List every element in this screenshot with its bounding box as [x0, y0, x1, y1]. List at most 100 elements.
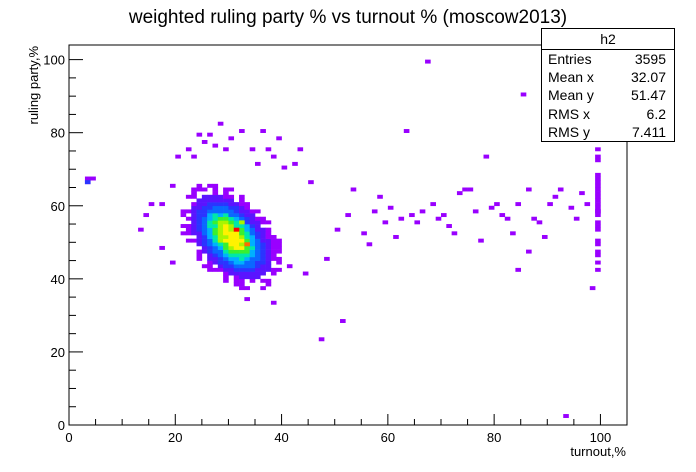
- heatmap-cell: [265, 227, 272, 232]
- heatmap-cell: [212, 143, 219, 148]
- heatmap-cell: [244, 216, 250, 221]
- heatmap-cell: [233, 249, 240, 254]
- heatmap-cell: [270, 235, 277, 239]
- heatmap-cell: [552, 194, 559, 199]
- heatmap-cell: [196, 220, 203, 225]
- heatmap-cell: [196, 231, 203, 236]
- heatmap-cell: [292, 161, 298, 166]
- heatmap-cell: [595, 176, 601, 181]
- heatmap-cell: [201, 242, 208, 247]
- heatmap-cell: [510, 231, 516, 236]
- heatmap-cell: [244, 267, 250, 272]
- heatmap-cell: [260, 271, 266, 276]
- heatmap-cell: [212, 202, 219, 207]
- stats-row: Mean y 51.47: [542, 86, 674, 104]
- heatmap-cell: [233, 242, 240, 247]
- heatmap-cell: [276, 260, 282, 265]
- heatmap-cell: [239, 198, 245, 203]
- heatmap-cell: [595, 202, 601, 207]
- heatmap-cell: [270, 242, 277, 247]
- stats-value: 3595: [634, 51, 666, 67]
- heatmap-cell: [425, 59, 431, 64]
- heatmap-cell: [239, 249, 245, 254]
- heatmap-cell: [260, 238, 266, 243]
- stats-label: Entries: [548, 51, 592, 67]
- heatmap-cell: [467, 187, 474, 192]
- heatmap-cell: [249, 278, 256, 283]
- heatmap-cell: [233, 278, 240, 283]
- heatmap-cell: [223, 227, 229, 232]
- heatmap-cell: [276, 256, 282, 261]
- heatmap-cell: [260, 286, 266, 291]
- heatmap-cell: [393, 235, 399, 239]
- heatmap-cell: [207, 209, 213, 214]
- heatmap-cell: [196, 209, 203, 214]
- heatmap-cell: [255, 220, 261, 225]
- heatmap-cell: [536, 220, 543, 225]
- heatmap-cell: [281, 165, 288, 170]
- heatmap-cell: [595, 147, 601, 152]
- heatmap-cell: [265, 242, 272, 247]
- heatmap-cell: [419, 209, 426, 214]
- heatmap-cell: [217, 202, 224, 207]
- heatmap-cell: [249, 147, 256, 152]
- heatmap-cell: [249, 224, 256, 228]
- heatmap-cell: [478, 238, 484, 243]
- heatmap-cell: [191, 187, 197, 192]
- heatmap-cell: [239, 238, 245, 243]
- heatmap-cell: [233, 253, 240, 258]
- heatmap-cell: [239, 205, 245, 210]
- heatmap-cell: [244, 297, 250, 302]
- x-axis-label: turnout,%: [570, 444, 626, 459]
- heatmap-cell: [223, 275, 229, 280]
- heatmap-cell: [217, 220, 224, 225]
- heatmap-cell: [233, 256, 240, 261]
- heatmap-cell: [244, 249, 250, 254]
- heatmap-cell: [255, 224, 261, 228]
- heatmap-cell: [255, 235, 261, 239]
- heatmap-cell: [239, 129, 245, 133]
- heatmap-cell: [185, 224, 192, 228]
- heatmap-cell: [159, 202, 165, 207]
- heatmap-cell: [403, 129, 410, 133]
- heatmap-cell: [255, 238, 261, 243]
- heatmap-cell: [568, 205, 575, 210]
- heatmap-cell: [223, 238, 229, 243]
- heatmap-cell: [233, 202, 240, 207]
- heatmap-cell: [255, 253, 261, 258]
- heatmap-cell: [270, 154, 277, 159]
- heatmap-cell: [217, 238, 224, 243]
- heatmap-cell: [217, 260, 224, 265]
- heatmap-cell: [265, 220, 272, 225]
- heatmap-cell: [217, 249, 224, 254]
- heatmap-cell: [212, 235, 219, 239]
- heatmap-cell: [223, 220, 229, 225]
- stats-label: Mean x: [548, 69, 594, 86]
- heatmap-cell: [185, 216, 192, 221]
- heatmap-cell: [233, 224, 240, 228]
- heatmap-cell: [196, 213, 203, 218]
- heatmap-cell: [217, 264, 224, 269]
- heatmap-cell: [223, 264, 229, 269]
- heatmap-cell: [260, 245, 266, 250]
- heatmap-cell: [515, 202, 522, 207]
- heatmap-cell: [217, 235, 224, 239]
- heatmap-cell: [255, 260, 261, 265]
- heatmap-cell: [228, 205, 235, 210]
- heatmap-cell: [207, 227, 213, 232]
- heatmap-cell: [504, 216, 511, 221]
- heatmap-cell: [223, 213, 229, 218]
- heatmap-cell: [526, 187, 532, 192]
- heatmap-cell: [223, 235, 229, 239]
- heatmap-cell: [249, 231, 256, 236]
- heatmap-cell: [276, 242, 282, 247]
- heatmap-cell: [260, 253, 266, 258]
- y-tick-label: 60: [51, 199, 65, 214]
- heatmap-cell: [255, 264, 261, 269]
- heatmap-cell: [191, 238, 197, 243]
- heatmap-cell: [228, 224, 235, 228]
- heatmap-cell: [212, 194, 219, 199]
- heatmap-cell: [244, 256, 250, 261]
- y-tick-label: 80: [51, 126, 65, 141]
- heatmap-cell: [334, 227, 341, 232]
